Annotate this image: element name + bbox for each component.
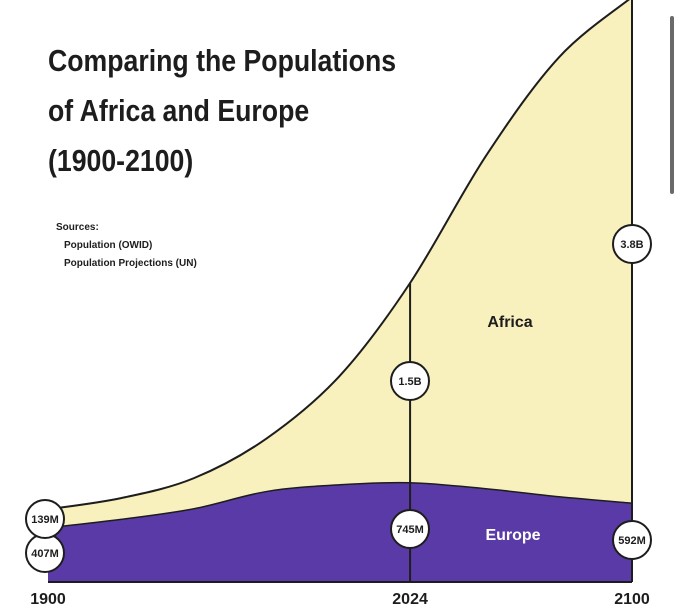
sources-block: Sources: Population (OWID) Population Pr…	[56, 219, 197, 273]
scrollbar[interactable]	[670, 16, 674, 194]
value-marker-label: 407M	[31, 548, 59, 560]
value-marker-circle	[612, 224, 652, 264]
value-marker-label: 1.5B	[398, 376, 421, 388]
value-marker-label: 139M	[31, 514, 59, 526]
africa-top-line	[47, 0, 630, 511]
region-label-africa: Africa	[487, 314, 532, 331]
europe-area	[48, 482, 632, 582]
sources-heading: Sources:	[56, 222, 99, 233]
x-tick-label: 2024	[392, 591, 428, 608]
value-marker-circle	[390, 509, 430, 549]
region-label-europe: Europe	[485, 527, 540, 544]
value-marker-circle	[612, 520, 652, 560]
chart-title: Comparing the Populations of Africa and …	[48, 36, 495, 186]
title-line-2: of Africa and Europe	[48, 93, 310, 128]
value-marker-label: 592M	[618, 535, 646, 547]
source-item-un: Population Projections (UN)	[64, 258, 197, 269]
title-line-1: Comparing the Populations	[48, 43, 397, 78]
value-marker-label: 3.8B	[620, 239, 643, 251]
source-item-owid: Population (OWID)	[64, 240, 153, 251]
europe-top-line	[47, 481, 633, 529]
title-line-3: (1900-2100)	[48, 143, 194, 178]
x-tick-label: 1900	[30, 591, 66, 608]
value-marker-circle	[390, 361, 430, 401]
africa-area	[48, 0, 632, 528]
x-tick-label: 2100	[614, 591, 650, 608]
value-marker-circle	[25, 499, 65, 539]
value-marker-label: 745M	[396, 524, 424, 536]
